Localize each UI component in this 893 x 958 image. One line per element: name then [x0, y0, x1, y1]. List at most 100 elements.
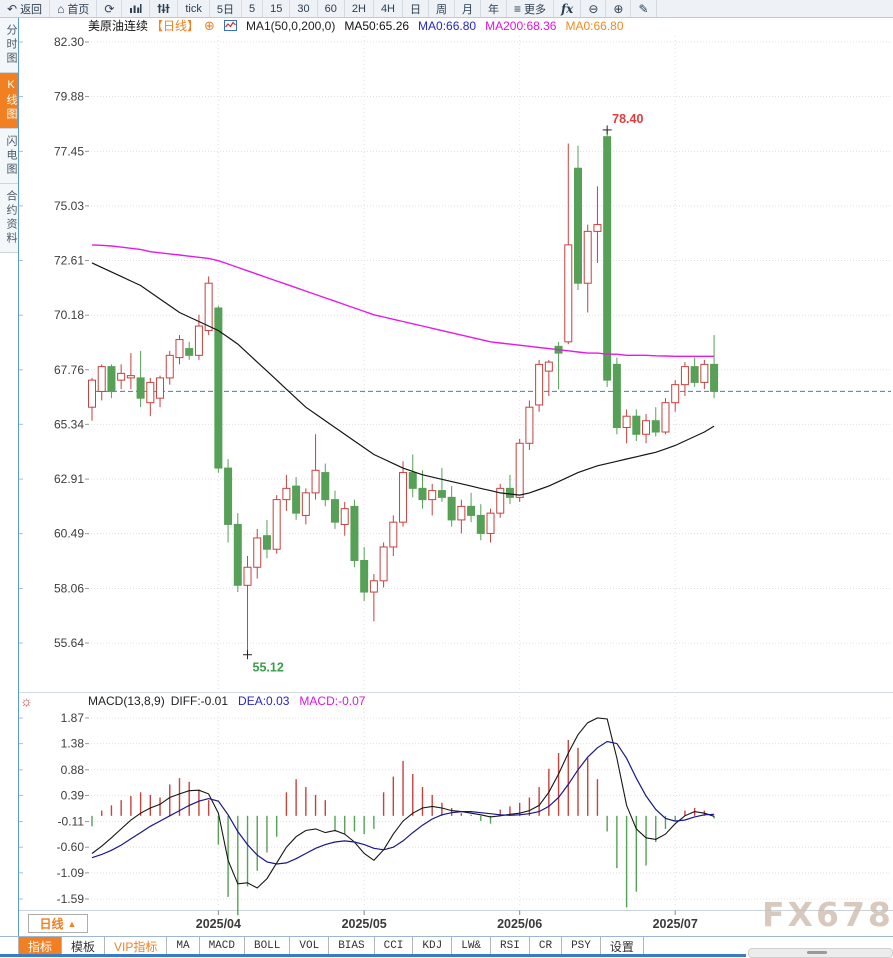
indicator-tabbar: 指标 模板 VIP指标 MA MACD BOLL VOL BIAS CCI KDJ LW& RSI CR…: [0, 936, 893, 955]
period-selector[interactable]: 日线 ▲: [28, 914, 88, 933]
period-30min-button-label: 30: [297, 2, 310, 15]
period-year-button-label: 年: [488, 3, 499, 16]
zoom-out-button[interactable]: ⊖: [581, 0, 607, 17]
period-2h-button-label: 2H: [351, 2, 366, 15]
period-tag: 【日线】: [151, 19, 200, 33]
tab-indicator[interactable]: 指标: [18, 937, 63, 955]
svg-text:62.91: 62.91: [54, 472, 84, 486]
svg-text:82.30: 82.30: [54, 35, 84, 49]
period-5min-button[interactable]: 5: [242, 0, 264, 17]
period-2h-button[interactable]: 2H: [345, 0, 374, 17]
macd-diff-value: DIFF:-0.01: [170, 693, 229, 708]
tab-cr[interactable]: CR: [530, 937, 563, 955]
indicator-sliders-icon: [157, 3, 170, 14]
period-5day-button[interactable]: 5日: [210, 0, 242, 17]
period-4h-button-label: 4H: [380, 2, 395, 15]
pencil-icon: ✎: [638, 1, 649, 16]
sidebar-item-contract-info[interactable]: 合约资料: [0, 184, 18, 253]
period-15min-button[interactable]: 15: [263, 0, 291, 17]
period-selector-label: 日线: [39, 917, 64, 931]
home-button-label: 首页: [67, 3, 90, 16]
zoom-in-button[interactable]: ⊕: [606, 0, 632, 17]
sun-icon[interactable]: ☼: [20, 693, 33, 709]
add-indicator-icon[interactable]: ⊕: [204, 17, 215, 33]
home-button[interactable]: ⌂ 首页: [50, 0, 98, 17]
bottom-edge-strip: [0, 954, 746, 957]
svg-text:77.45: 77.45: [54, 144, 84, 158]
svg-text:0.39: 0.39: [61, 788, 85, 802]
svg-text:55.64: 55.64: [54, 636, 84, 650]
back-button[interactable]: ↶ 返回: [0, 0, 51, 17]
macd-header: MACD(13,8,9) DIFF:-0.01 DEA:0.03 MACD:-0…: [88, 692, 365, 709]
tab-rsi[interactable]: RSI: [491, 937, 530, 955]
back-button-label: 返回: [20, 3, 43, 16]
period-15min-button-label: 15: [270, 2, 283, 15]
more-icon: ≡: [514, 1, 522, 16]
period-week-button[interactable]: 周: [429, 0, 455, 17]
tab-bias[interactable]: BIAS: [329, 937, 375, 955]
zoom-out-icon: ⊖: [588, 1, 599, 16]
indicator-button[interactable]: [150, 0, 179, 17]
svg-text:58.06: 58.06: [54, 581, 84, 595]
macd-dea-value: DEA:0.03: [238, 693, 290, 708]
tab-macd[interactable]: MACD: [200, 937, 245, 955]
period-month-button[interactable]: 月: [455, 0, 481, 17]
bar-chart-icon: [129, 3, 142, 14]
tab-lw[interactable]: LW&: [452, 937, 492, 955]
refresh-icon: ⟳: [104, 1, 115, 16]
svg-text:70.18: 70.18: [54, 308, 84, 322]
symbol-title: 美原油连续: [88, 19, 149, 33]
period-tick-button[interactable]: tick: [178, 0, 210, 17]
period-60min-button-label: 60: [324, 2, 337, 15]
period-60min-button[interactable]: 60: [318, 0, 345, 17]
left-sidebar: 分时图 K线图 闪电图 合约资料: [0, 18, 18, 253]
fx-button-label: fx: [561, 1, 574, 16]
tab-kdj[interactable]: KDJ: [413, 937, 453, 955]
ma-config-label: MA1(50,0,200,0): [245, 18, 336, 33]
svg-text:-0.60: -0.60: [57, 840, 85, 854]
draw-button[interactable]: ✎: [631, 0, 657, 17]
sidebar-item-kline-chart[interactable]: K线图: [0, 73, 18, 129]
tab-template[interactable]: 模板: [62, 937, 106, 955]
period-day-button-label: 日: [410, 3, 421, 16]
sidebar-item-time-chart[interactable]: 分时图: [0, 18, 18, 73]
macd-formula: MACD(13,8,9): [88, 693, 165, 708]
ma200-value: MA200:68.36: [485, 18, 557, 33]
tab-vol[interactable]: VOL: [290, 937, 330, 955]
sidebar-divider: [18, 17, 19, 936]
svg-text:55.12: 55.12: [253, 661, 284, 675]
tab-settings[interactable]: 设置: [601, 937, 644, 955]
mini-chart-icon[interactable]: [223, 20, 237, 31]
tab-cci[interactable]: CCI: [375, 937, 414, 955]
watermark: FX678: [762, 895, 893, 934]
refresh-button[interactable]: ⟳: [97, 0, 123, 17]
period-30min-button[interactable]: 30: [290, 0, 318, 17]
more-button[interactable]: ≡ 更多: [507, 0, 555, 17]
tab-psy[interactable]: PSY: [562, 937, 601, 955]
svg-text:2025/04: 2025/04: [196, 917, 241, 931]
triangle-up-icon: ▲: [67, 918, 77, 929]
tab-vip-indicator[interactable]: VIP指标: [105, 937, 168, 955]
tab-ma[interactable]: MA: [167, 937, 200, 955]
main-chart-header: 美原油连续 【日线】 ⊕ MA1(50,0,200,0) MA50:65.26 …: [88, 17, 624, 34]
zoom-in-icon: ⊕: [613, 1, 624, 16]
period-4h-button[interactable]: 4H: [374, 0, 403, 17]
svg-text:1.38: 1.38: [61, 737, 85, 751]
svg-text:60.49: 60.49: [54, 527, 84, 541]
svg-text:75.03: 75.03: [54, 199, 84, 213]
svg-text:78.40: 78.40: [612, 112, 643, 126]
more-button-label: 更多: [524, 3, 547, 16]
ma50-value: MA50:65.26: [344, 18, 410, 33]
period-5min-button-label: 5: [249, 2, 256, 15]
scrollbar-thumb[interactable]: [807, 951, 827, 954]
sidebar-item-lightning-chart[interactable]: 闪电图: [0, 129, 18, 184]
svg-text:-0.11: -0.11: [58, 815, 85, 829]
fx-button[interactable]: fx: [554, 0, 582, 17]
home-icon: ⌂: [57, 1, 65, 16]
period-day-button[interactable]: 日: [403, 0, 429, 17]
chart-style-button[interactable]: [122, 0, 151, 17]
tab-boll[interactable]: BOLL: [245, 937, 291, 955]
svg-text:79.88: 79.88: [54, 90, 84, 104]
period-year-button[interactable]: 年: [481, 0, 507, 17]
